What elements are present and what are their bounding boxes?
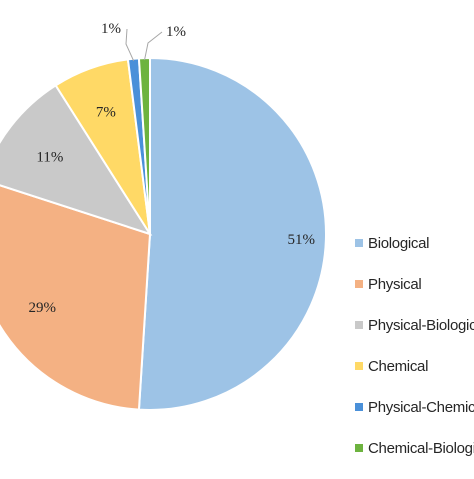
leader-line: [144, 31, 163, 61]
legend-swatch: [355, 280, 363, 288]
legend-item: Physical: [355, 274, 474, 294]
data-label: 11%: [36, 149, 63, 165]
leader-line: [125, 28, 135, 61]
legend-label: Chemical-Biological: [368, 439, 474, 457]
data-label: 51%: [288, 232, 316, 248]
pie-slice-physical: [0, 184, 152, 411]
legend-item: Physical-Biological: [355, 315, 474, 335]
legend-label: Physical-Biological: [368, 316, 474, 334]
legend-swatch: [355, 239, 363, 247]
leader-lines: [125, 28, 163, 61]
data-labels: 51% 29% 11% 7% 1% 1%: [29, 21, 316, 316]
legend-item: Physical-Chemical: [355, 397, 474, 417]
legend-swatch: [355, 362, 363, 370]
legend-swatch: [355, 403, 363, 411]
pie-slice-biological: [137, 56, 327, 411]
legend: Biological Physical Physical-Biological Che…: [355, 233, 474, 479]
data-label: 29%: [29, 300, 57, 316]
legend-item: Chemical: [355, 356, 474, 376]
pie-slice-physical-biological: [0, 84, 153, 236]
legend-swatch: [355, 444, 363, 452]
legend-label: Chemical: [368, 357, 429, 375]
data-label: 7%: [96, 104, 116, 120]
legend-item: Biological: [355, 233, 474, 253]
legend-label: Biological: [368, 234, 430, 252]
legend-label: Physical-Chemical: [368, 398, 474, 416]
data-label: 1%: [166, 24, 186, 40]
data-label: 1%: [101, 21, 121, 37]
legend-swatch: [355, 321, 363, 329]
pie-slices: [0, 56, 327, 411]
legend-item: Chemical-Biological: [355, 438, 474, 458]
legend-label: Physical: [368, 275, 422, 293]
